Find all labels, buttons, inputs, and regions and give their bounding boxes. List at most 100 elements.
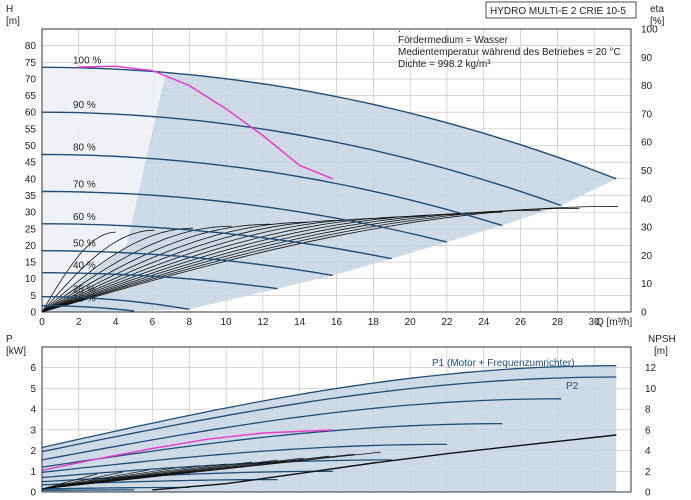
partload-curve	[42, 471, 124, 490]
power-curve	[42, 376, 617, 453]
npsh-tick-label: 6	[645, 425, 651, 436]
bottom-shaded-region	[42, 365, 617, 492]
eta-tick-label: 60	[641, 138, 653, 149]
y-axis-unit-eta: [%]	[650, 16, 665, 27]
y-tick-label: 80	[25, 41, 37, 52]
y-tick-label: 35	[25, 191, 37, 202]
efficiency-curve	[42, 211, 503, 312]
eta-tick-label: 50	[641, 166, 653, 177]
partload-curve	[42, 451, 381, 490]
speed-label: 40 %	[73, 261, 96, 272]
efficiency-curve	[42, 219, 348, 312]
efficiency-curve	[42, 221, 309, 312]
x-tick-label: 28	[552, 317, 564, 328]
y-axis-label-head: H	[6, 4, 13, 15]
info-medium: Fördermedium = Wasser	[398, 35, 509, 46]
y-axis-label-eta: eta	[650, 4, 664, 15]
speed-label: 90 %	[73, 100, 96, 111]
series-label-p1: P1 (Motor + Frequenzumrichter)	[432, 358, 575, 369]
series-label-p2: P2	[566, 381, 579, 392]
x-tick-label: 0	[39, 317, 45, 328]
efficiency-curve	[42, 225, 232, 312]
low-flow-region	[42, 66, 260, 312]
power-curve	[42, 364, 617, 449]
y-tick-label: 75	[25, 58, 37, 69]
x-tick-label: 8	[186, 317, 192, 328]
power-curve	[42, 443, 447, 473]
eta-tick-label: 100	[641, 25, 658, 36]
speed-curve	[42, 272, 278, 290]
efficiency-curve	[42, 215, 425, 312]
power-curve	[42, 398, 562, 461]
eta-tick-label: 30	[641, 223, 653, 234]
x-tick-label: 16	[331, 317, 343, 328]
x-tick-label: 30	[589, 317, 601, 328]
npsh-tick-label: 12	[645, 363, 657, 374]
selected-duty-curve	[78, 65, 334, 180]
x-tick-label: 14	[294, 317, 306, 328]
x-tick-label: 4	[113, 317, 119, 328]
npsh-tick-label: 4	[645, 446, 651, 457]
y-axis-unit-head: [m]	[6, 16, 20, 27]
speed-label: 16 %	[73, 294, 96, 305]
y-tick-label: 70	[25, 74, 37, 85]
y-tick-label: 55	[25, 124, 37, 135]
y-axis-label-power: P	[6, 334, 13, 345]
x-tick-label: 20	[405, 317, 417, 328]
partload-curve	[42, 473, 98, 490]
selected-power-curve	[42, 429, 333, 471]
y-axis-label-npsh: NPSH	[648, 334, 676, 345]
y-tick-label: 40	[25, 174, 37, 185]
npsh-curve	[152, 434, 617, 491]
speed-curve	[42, 250, 333, 277]
eta-tick-label: 40	[641, 194, 653, 205]
bottom-plot-frame	[41, 346, 632, 493]
efficiency-curve	[42, 217, 387, 312]
efficiency-curve	[42, 229, 155, 312]
y-tick-label: 65	[25, 91, 37, 102]
bottom-power-curves	[42, 364, 617, 491]
power-tick-label: 5	[30, 384, 36, 395]
info-temperature: Medientemperatur während des Betriebes =…	[398, 47, 621, 58]
eta-tick-label: 90	[641, 53, 653, 64]
top-speed-curves	[42, 65, 617, 312]
eta-tick-label: 80	[641, 81, 653, 92]
npsh-tick-label: 2	[645, 467, 651, 478]
speed-curve	[42, 153, 503, 227]
top-speed-labels: 100 % 90 % 80 % 70 % 60 % 50 % 40 % 25 %16 %	[73, 55, 101, 304]
speed-curve	[42, 305, 135, 312]
x-tick-label: 10	[221, 317, 233, 328]
power-tick-label: 2	[30, 446, 36, 457]
x-axis-label: Q [m³/h]	[596, 317, 632, 328]
x-tick-label: 24	[478, 317, 490, 328]
title-box	[485, 1, 637, 19]
y-tick-label: 50	[25, 141, 37, 152]
speed-label: 70 %	[73, 179, 96, 190]
power-curve	[42, 422, 503, 468]
x-tick-label: 12	[257, 317, 269, 328]
eta-tick-label: 10	[641, 279, 653, 290]
npsh-tick-label: 8	[645, 405, 651, 416]
eta-tick-label: 70	[641, 109, 653, 120]
y-tick-label: 45	[25, 158, 37, 169]
x-tick-label: 26	[515, 317, 527, 328]
y-tick-label: 25	[25, 224, 37, 235]
efficiency-curve	[42, 205, 619, 312]
eta-tick-label: 0	[641, 308, 647, 319]
y-tick-label: 20	[25, 241, 37, 252]
speed-curve	[42, 190, 448, 243]
speed-curve	[42, 223, 392, 260]
speed-label: 100 %	[73, 55, 101, 66]
efficiency-curve	[42, 209, 541, 312]
y-tick-label: 5	[30, 291, 36, 302]
power-tick-label: 4	[30, 405, 36, 416]
speed-curve	[42, 66, 617, 180]
speed-label: 80 %	[73, 143, 96, 154]
power-curve	[42, 486, 190, 490]
y-axis-unit-power: [kW]	[6, 346, 26, 357]
efficiency-curve	[42, 231, 116, 312]
npsh-tick-label: 10	[645, 384, 657, 395]
top-efficiency-curves	[42, 205, 619, 312]
